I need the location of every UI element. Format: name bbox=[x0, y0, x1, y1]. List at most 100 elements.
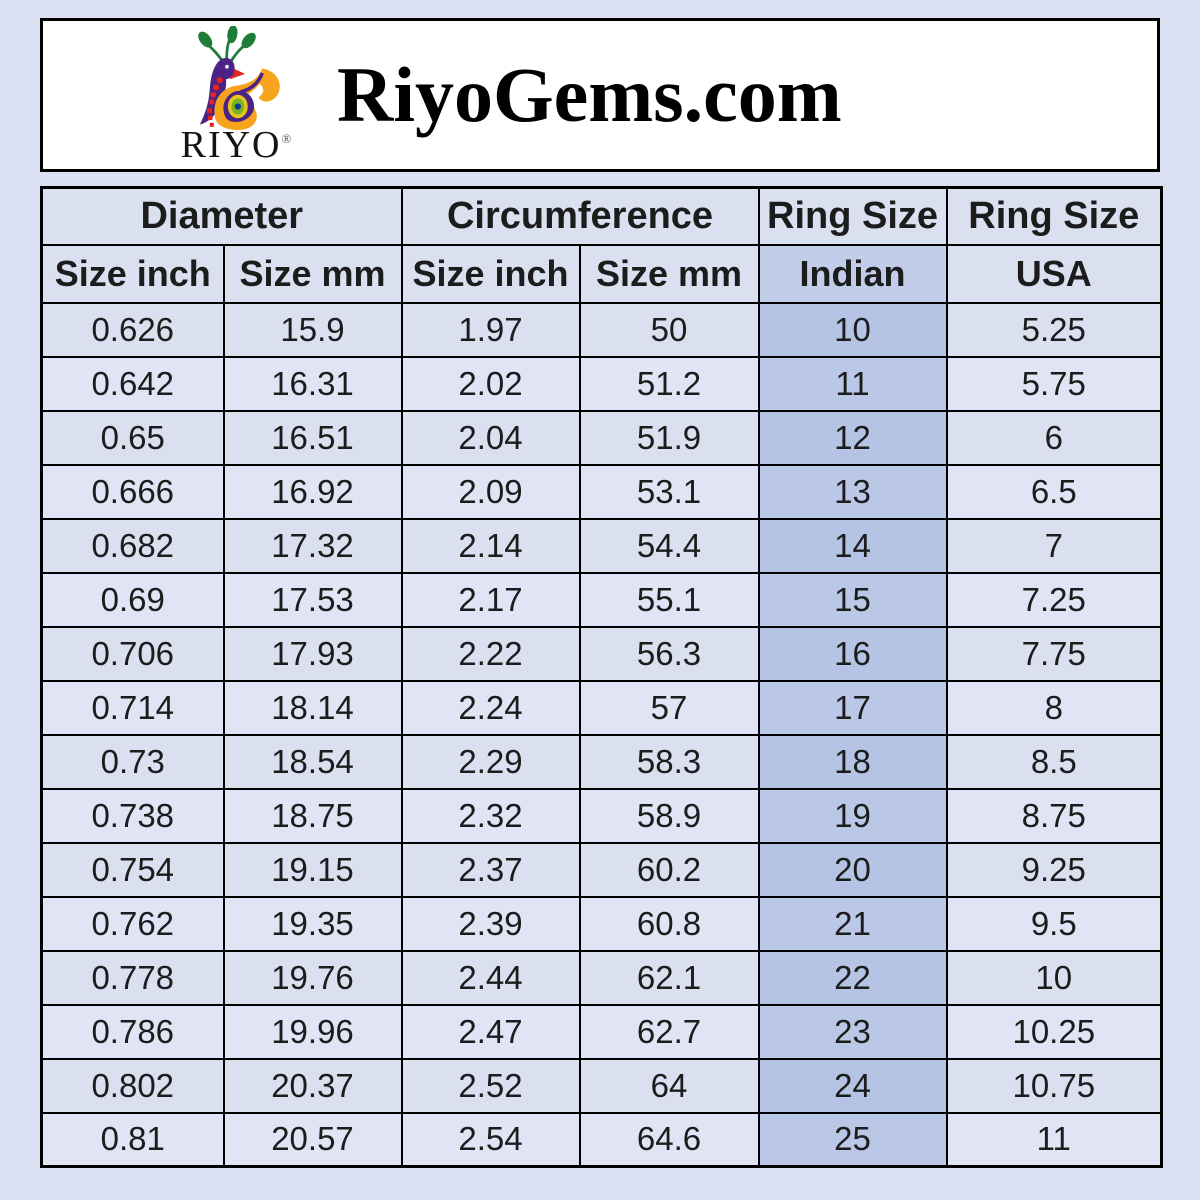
brand-logo: RIYO® bbox=[161, 26, 311, 164]
table-cell: 19.35 bbox=[222, 895, 403, 952]
brand-text: RIYO bbox=[180, 124, 282, 166]
table-cell: 2.32 bbox=[400, 787, 581, 844]
table-cell: 58.3 bbox=[578, 733, 760, 790]
table-cell: 50 bbox=[578, 301, 760, 358]
table-cell: 9.25 bbox=[945, 841, 1163, 898]
group-header-circumference: Circumference bbox=[400, 186, 760, 246]
table-cell: 25 bbox=[757, 1111, 948, 1168]
group-header-ring-size-indian: Ring Size bbox=[757, 186, 948, 246]
table-cell: 10.75 bbox=[945, 1057, 1163, 1114]
ring-size-table: Diameter Circumference Ring Size Ring Si… bbox=[40, 186, 1164, 1168]
table-cell: 2.09 bbox=[400, 463, 581, 520]
table-cell: 0.762 bbox=[40, 895, 225, 952]
table-row: 0.802 20.37 2.52 64 24 10.75 bbox=[40, 1057, 1163, 1114]
table-row: 0.706 17.93 2.22 56.3 16 7.75 bbox=[40, 625, 1163, 682]
table-cell: 55.1 bbox=[578, 571, 760, 628]
table-cell: 0.714 bbox=[40, 679, 225, 736]
table-cell: 64 bbox=[578, 1057, 760, 1114]
group-header-row: Diameter Circumference Ring Size Ring Si… bbox=[40, 186, 1163, 246]
table-row: 0.81 20.57 2.54 64.6 25 11 bbox=[40, 1111, 1163, 1168]
col-header-circumference-size-inch: Size inch bbox=[400, 243, 581, 304]
table-cell: 14 bbox=[757, 517, 948, 574]
table-cell: 19 bbox=[757, 787, 948, 844]
table-cell: 0.69 bbox=[40, 571, 225, 628]
table-cell: 62.1 bbox=[578, 949, 760, 1006]
table-cell: 21 bbox=[757, 895, 948, 952]
table-cell: 17.32 bbox=[222, 517, 403, 574]
table-cell: 13 bbox=[757, 463, 948, 520]
table-cell: 0.73 bbox=[40, 733, 225, 790]
table-row: 0.69 17.53 2.17 55.1 15 7.25 bbox=[40, 571, 1163, 628]
table-cell: 2.24 bbox=[400, 679, 581, 736]
registered-mark: ® bbox=[281, 131, 292, 146]
table-row: 0.738 18.75 2.32 58.9 19 8.75 bbox=[40, 787, 1163, 844]
table-cell: 54.4 bbox=[578, 517, 760, 574]
table-cell: 58.9 bbox=[578, 787, 760, 844]
group-header-diameter: Diameter bbox=[40, 186, 403, 246]
table-row: 0.754 19.15 2.37 60.2 20 9.25 bbox=[40, 841, 1163, 898]
table-cell: 20 bbox=[757, 841, 948, 898]
table-cell: 16.51 bbox=[222, 409, 403, 466]
table-cell: 60.8 bbox=[578, 895, 760, 952]
table-row: 0.666 16.92 2.09 53.1 13 6.5 bbox=[40, 463, 1163, 520]
site-title: RiyoGems.com bbox=[337, 51, 842, 138]
table-cell: 0.626 bbox=[40, 301, 225, 358]
col-header-circumference-size-mm: Size mm bbox=[578, 243, 760, 304]
table-cell: 20.37 bbox=[222, 1057, 403, 1114]
table-cell: 17.53 bbox=[222, 571, 403, 628]
table-cell: 18.54 bbox=[222, 733, 403, 790]
table-cell: 0.666 bbox=[40, 463, 225, 520]
table-cell: 2.54 bbox=[400, 1111, 581, 1168]
table-cell: 8 bbox=[945, 679, 1163, 736]
header-banner: RIYO® RiyoGems.com bbox=[40, 18, 1160, 172]
table-cell: 53.1 bbox=[578, 463, 760, 520]
table-cell: 18 bbox=[757, 733, 948, 790]
table-cell: 62.7 bbox=[578, 1003, 760, 1060]
table-row: 0.714 18.14 2.24 57 17 8 bbox=[40, 679, 1163, 736]
table-cell: 19.15 bbox=[222, 841, 403, 898]
table-row: 0.626 15.9 1.97 50 10 5.25 bbox=[40, 301, 1163, 358]
table-cell: 18.75 bbox=[222, 787, 403, 844]
table-cell: 0.778 bbox=[40, 949, 225, 1006]
table-cell: 51.2 bbox=[578, 355, 760, 412]
table-cell: 8.5 bbox=[945, 733, 1163, 790]
table-cell: 16 bbox=[757, 625, 948, 682]
table-body: 0.626 15.9 1.97 50 10 5.25 0.642 16.31 2.02 51.2 1… bbox=[40, 301, 1163, 1168]
table-cell: 19.96 bbox=[222, 1003, 403, 1060]
col-header-diameter-size-inch: Size inch bbox=[40, 243, 225, 304]
table-row: 0.786 19.96 2.47 62.7 23 10.25 bbox=[40, 1003, 1163, 1060]
table-cell: 2.22 bbox=[400, 625, 581, 682]
table-cell: 16.31 bbox=[222, 355, 403, 412]
table-cell: 2.44 bbox=[400, 949, 581, 1006]
table-cell: 17 bbox=[757, 679, 948, 736]
table-cell: 22 bbox=[757, 949, 948, 1006]
table-cell: 2.02 bbox=[400, 355, 581, 412]
table-cell: 2.17 bbox=[400, 571, 581, 628]
table-cell: 23 bbox=[757, 1003, 948, 1060]
table-cell: 0.738 bbox=[40, 787, 225, 844]
table-cell: 2.14 bbox=[400, 517, 581, 574]
table-cell: 57 bbox=[578, 679, 760, 736]
table-cell: 16.92 bbox=[222, 463, 403, 520]
table-row: 0.65 16.51 2.04 51.9 12 6 bbox=[40, 409, 1163, 466]
table-cell: 2.37 bbox=[400, 841, 581, 898]
table-cell: 1.97 bbox=[400, 301, 581, 358]
table-cell: 0.754 bbox=[40, 841, 225, 898]
table-row: 0.778 19.76 2.44 62.1 22 10 bbox=[40, 949, 1163, 1006]
table-cell: 2.52 bbox=[400, 1057, 581, 1114]
table-cell: 6 bbox=[945, 409, 1163, 466]
table-cell: 64.6 bbox=[578, 1111, 760, 1168]
table-cell: 0.786 bbox=[40, 1003, 225, 1060]
table-row: 0.73 18.54 2.29 58.3 18 8.5 bbox=[40, 733, 1163, 790]
table-cell: 0.65 bbox=[40, 409, 225, 466]
table-row: 0.682 17.32 2.14 54.4 14 7 bbox=[40, 517, 1163, 574]
peacock-logo-icon bbox=[198, 26, 280, 130]
table-row: 0.762 19.35 2.39 60.8 21 9.5 bbox=[40, 895, 1163, 952]
table-cell: 0.81 bbox=[40, 1111, 225, 1168]
table-cell: 10 bbox=[757, 301, 948, 358]
table-cell: 0.802 bbox=[40, 1057, 225, 1114]
table-cell: 20.57 bbox=[222, 1111, 403, 1168]
table-cell: 10 bbox=[945, 949, 1163, 1006]
table-cell: 2.29 bbox=[400, 733, 581, 790]
